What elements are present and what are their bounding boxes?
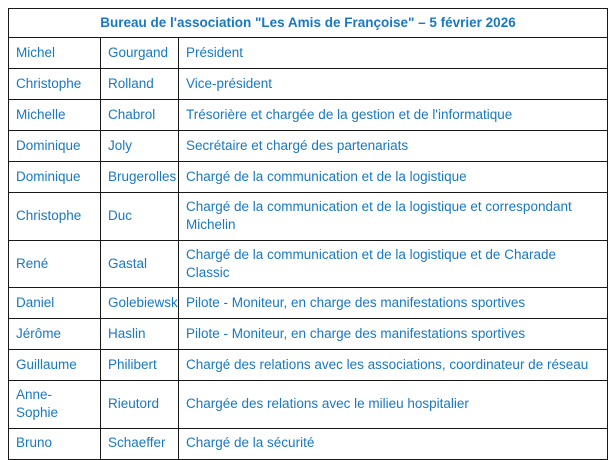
last-name-cell: Golebiewski <box>100 287 179 320</box>
last-name-cell: Brugerolles <box>100 161 179 194</box>
first-name-cell: Michel <box>8 37 101 70</box>
table-row: Michel Gourgand Président <box>8 37 608 70</box>
first-name-cell: Guillaume <box>8 349 101 382</box>
table-row: Bruno Schaeffer Chargé de la sécurité <box>8 427 608 460</box>
last-name-cell: Joly <box>100 130 179 163</box>
table-row: Christophe Rolland Vice-président <box>8 68 608 101</box>
last-name-cell: Gourgand <box>100 37 179 70</box>
last-name-cell: Gastal <box>100 239 179 289</box>
role-cell: Président <box>178 37 608 70</box>
last-name-cell: Duc <box>100 192 179 241</box>
role-cell: Chargé de la communication et de la logi… <box>178 192 608 241</box>
first-name-cell: Christophe <box>8 192 101 241</box>
first-name-cell: René <box>8 239 101 289</box>
first-name-cell: Bruno <box>8 427 101 460</box>
role-cell: Chargée des relations avec le milieu hos… <box>178 380 608 429</box>
last-name-cell: Schaeffer <box>100 427 179 460</box>
table-row: Christophe Duc Chargé de la communicatio… <box>8 192 608 241</box>
table-title: Bureau de l'association "Les Amis de Fra… <box>8 7 608 39</box>
role-cell: Chargé de la sécurité <box>178 427 608 460</box>
bureau-table: Bureau de l'association "Les Amis de Fra… <box>8 7 608 460</box>
role-cell: Chargé de la communication et de la logi… <box>178 161 608 194</box>
table-header: Bureau de l'association "Les Amis de Fra… <box>8 7 608 39</box>
first-name-cell: Dominique <box>8 161 101 194</box>
role-cell: Secrétaire et chargé des partenariats <box>178 130 608 163</box>
table-row: Daniel Golebiewski Pilote - Moniteur, en… <box>8 287 608 320</box>
role-cell: Trésorière et chargée de la gestion et d… <box>178 99 608 132</box>
role-cell: Vice-président <box>178 68 608 101</box>
role-cell: Pilote - Moniteur, en charge des manifes… <box>178 287 608 320</box>
table-row: Michelle Chabrol Trésorière et chargée d… <box>8 99 608 132</box>
table-row: Jérôme Haslin Pilote - Moniteur, en char… <box>8 318 608 351</box>
first-name-cell: Christophe <box>8 68 101 101</box>
table-row: Guillaume Philibert Chargé des relations… <box>8 349 608 382</box>
role-cell: Chargé de la communication et de la logi… <box>178 239 608 289</box>
last-name-cell: Chabrol <box>100 99 179 132</box>
first-name-cell: Michelle <box>8 99 101 132</box>
role-cell: Chargé des relations avec les associatio… <box>178 349 608 382</box>
table-row: Anne-Sophie Rieutord Chargée des relatio… <box>8 380 608 429</box>
last-name-cell: Rieutord <box>100 380 179 429</box>
last-name-cell: Rolland <box>100 68 179 101</box>
first-name-cell: Dominique <box>8 130 101 163</box>
first-name-cell: Daniel <box>8 287 101 320</box>
first-name-cell: Jérôme <box>8 318 101 351</box>
title-row: Bureau de l'association "Les Amis de Fra… <box>8 7 608 39</box>
last-name-cell: Philibert <box>100 349 179 382</box>
table-row: Dominique Joly Secrétaire et chargé des … <box>8 130 608 163</box>
role-cell: Pilote - Moniteur, en charge des manifes… <box>178 318 608 351</box>
table-body: Michel Gourgand Président Christophe Rol… <box>8 37 608 460</box>
table-row: Dominique Brugerolles Chargé de la commu… <box>8 161 608 194</box>
first-name-cell: Anne-Sophie <box>8 380 101 429</box>
last-name-cell: Haslin <box>100 318 179 351</box>
table-row: René Gastal Chargé de la communication e… <box>8 239 608 289</box>
